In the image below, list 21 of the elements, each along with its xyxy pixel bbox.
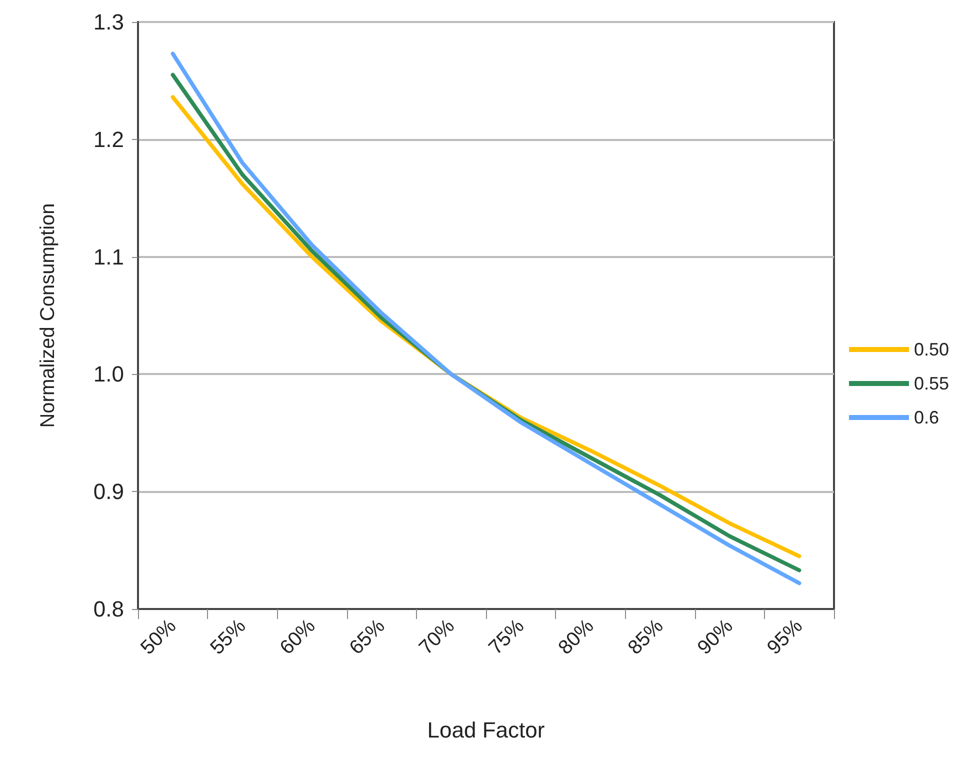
y-tick-label: 1.0 — [93, 362, 124, 387]
y-axis-title: Normalized Consumption — [37, 203, 59, 428]
y-tick-label: 0.8 — [93, 596, 124, 622]
x-tick-label: 75% — [484, 615, 529, 660]
y-tick-label: 1.1 — [93, 244, 124, 270]
x-tick-label: 55% — [206, 615, 250, 660]
x-tick-label: 65% — [346, 615, 390, 660]
x-tick-label: 90% — [694, 615, 738, 660]
x-tick-label: 95% — [763, 615, 808, 660]
x-tick-label: 85% — [624, 615, 668, 660]
y-tick-label: 1.2 — [93, 126, 124, 152]
legend-label: 0.55 — [914, 374, 950, 394]
y-tick-label: 1.3 — [93, 10, 124, 34]
x-tick-label: 70% — [415, 615, 460, 660]
x-tick-label: 50% — [136, 615, 181, 660]
y-tick-label: 0.9 — [93, 479, 124, 504]
legend-label: 0.50 — [914, 340, 950, 360]
x-axis-title: Load Factor — [427, 718, 545, 742]
x-tick-label: 80% — [554, 615, 598, 660]
legend-label: 0.6 — [914, 408, 939, 428]
x-tick-label: 60% — [276, 615, 320, 660]
